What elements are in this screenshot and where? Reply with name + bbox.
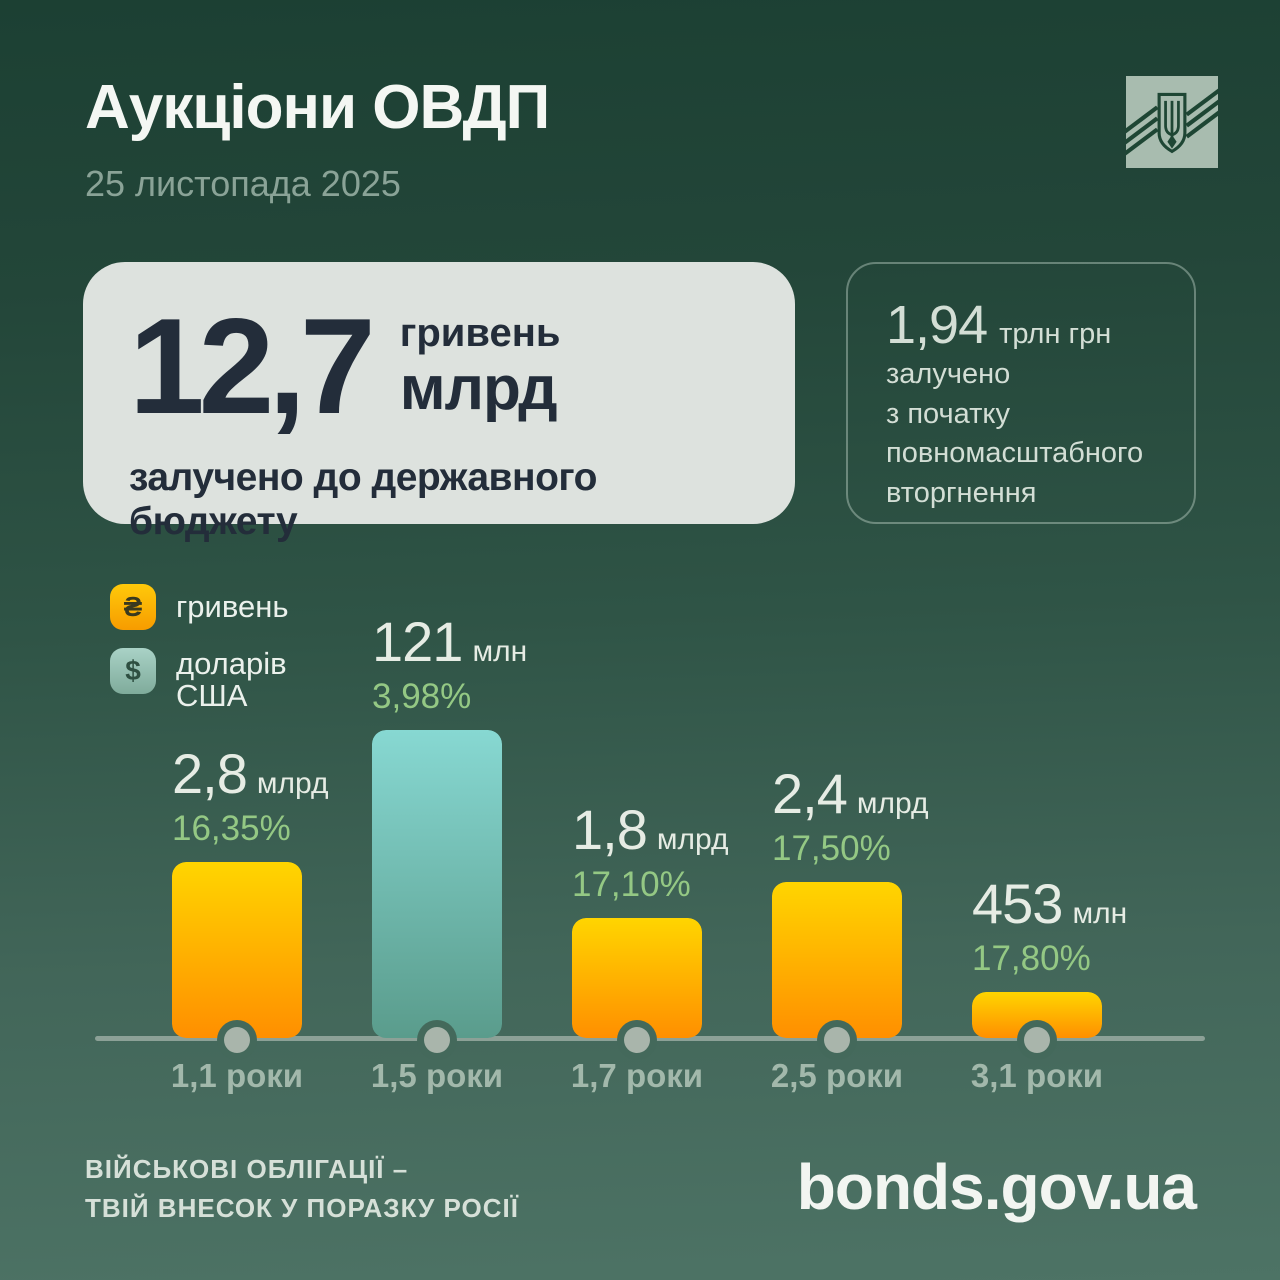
bar-amount-number: 1,8: [572, 798, 648, 862]
bar-amount-label: 121 млн: [372, 610, 528, 674]
cumulative-caption-line: залучено: [886, 358, 1011, 391]
legend-label-hryvnia: гривень: [176, 589, 289, 625]
bar-amount-label: 2,8 млрд: [172, 742, 329, 806]
axis-dot: [624, 1027, 650, 1053]
trident-emblem-icon: [1119, 76, 1225, 168]
main-value-row: 12,7 гривень млрд: [129, 298, 749, 434]
bar-yield-label: 3,98%: [372, 677, 472, 716]
category-label: 3,1 роки: [970, 1057, 1104, 1094]
category-label: 1,7 роки: [570, 1057, 704, 1094]
bar-yield-label: 16,35%: [172, 809, 291, 848]
magnitude-word: млрд: [399, 354, 558, 423]
raised-amount-units: гривень млрд: [400, 310, 561, 421]
x-axis-line: [95, 1036, 1205, 1041]
bar-yield-label: 17,10%: [572, 865, 691, 904]
currency-word: гривень: [399, 311, 561, 355]
category-label: 1,1 роки: [170, 1057, 304, 1094]
bar-hryvnia: [172, 862, 302, 1038]
bar-amount-label: 1,8 млрд: [572, 798, 729, 862]
category-label: 1,5 роки: [370, 1057, 504, 1094]
legend-usd-line1: доларів: [176, 646, 287, 681]
axis-dot: [224, 1027, 250, 1053]
category-label: 2,5 роки: [770, 1057, 904, 1094]
bar-group: 2,8 млрд 16,35%: [172, 744, 329, 1038]
auction-date: 25 листопада 2025: [85, 163, 401, 204]
legend-usd-line2: США: [176, 677, 248, 713]
bar-amount-unit: млн: [472, 635, 528, 669]
axis-dot: [424, 1027, 450, 1053]
cumulative-caption-line: з початку: [886, 397, 1010, 430]
legend-item-hryvnia: ₴ гривень: [110, 584, 289, 630]
page-title: Аукціони ОВДП: [85, 73, 550, 142]
slogan-line1: ВІЙСЬКОВІ ОБЛІГАЦІЇ –: [85, 1154, 409, 1184]
bar-group: 121 млн 3,98%: [372, 612, 527, 1038]
bar-amount-unit: млрд: [656, 823, 729, 857]
bar-hryvnia: [772, 882, 902, 1038]
legend-label-usd: доларів США: [176, 648, 287, 712]
cumulative-card: 1,94 трлн грн залучено з початку повнома…: [846, 262, 1196, 524]
raised-amount-value: 12,7: [129, 290, 376, 442]
bar-amount-label: 2,4 млрд: [772, 762, 929, 826]
bar-hryvnia: [572, 918, 702, 1038]
axis-dot: [824, 1027, 850, 1053]
cumulative-value-row: 1,94 трлн грн: [886, 295, 1156, 355]
bar-yield-label: 17,50%: [772, 829, 891, 868]
dollar-icon: $: [110, 648, 156, 694]
bar-amount-number: 2,8: [172, 742, 248, 806]
hryvnia-icon: ₴: [110, 584, 156, 630]
legend-item-usd: $ доларів США: [110, 648, 287, 712]
website-url: bonds.gov.ua: [796, 1151, 1197, 1223]
bar-amount-label: 453 млн: [972, 872, 1128, 936]
slogan-line2: ТВІЙ ВНЕСОК У ПОРАЗКУ РОСІЇ: [85, 1193, 519, 1223]
main-card-caption: залучено до державного бюджету: [129, 456, 597, 543]
bar-amount-unit: млрд: [256, 767, 329, 801]
bar-amount-number: 2,4: [772, 762, 848, 826]
cumulative-caption-line: вторгнення: [886, 476, 1037, 509]
bar-usd: [372, 730, 502, 1038]
bar-amount-unit: млн: [1072, 897, 1128, 931]
cumulative-value: 1,94: [886, 295, 988, 355]
bar-group: 1,8 млрд 17,10%: [572, 800, 729, 1038]
axis-dot: [1024, 1027, 1050, 1053]
bar-group: 453 млн 17,80%: [972, 874, 1127, 1038]
cumulative-unit: трлн грн: [999, 318, 1112, 350]
bar-group: 2,4 млрд 17,50%: [772, 764, 929, 1038]
bar-amount-unit: млрд: [856, 787, 929, 821]
bar-yield-label: 17,80%: [972, 939, 1091, 978]
bar-amount-number: 121: [372, 610, 463, 674]
cumulative-caption-line: повномасштабного: [886, 437, 1144, 470]
main-result-card: 12,7 гривень млрд залучено до державного…: [83, 262, 795, 543]
bar-amount-number: 453: [972, 872, 1063, 936]
footer-slogan: ВІЙСЬКОВІ ОБЛІГАЦІЇ – ТВІЙ ВНЕСОК У ПОРА…: [85, 1150, 519, 1228]
